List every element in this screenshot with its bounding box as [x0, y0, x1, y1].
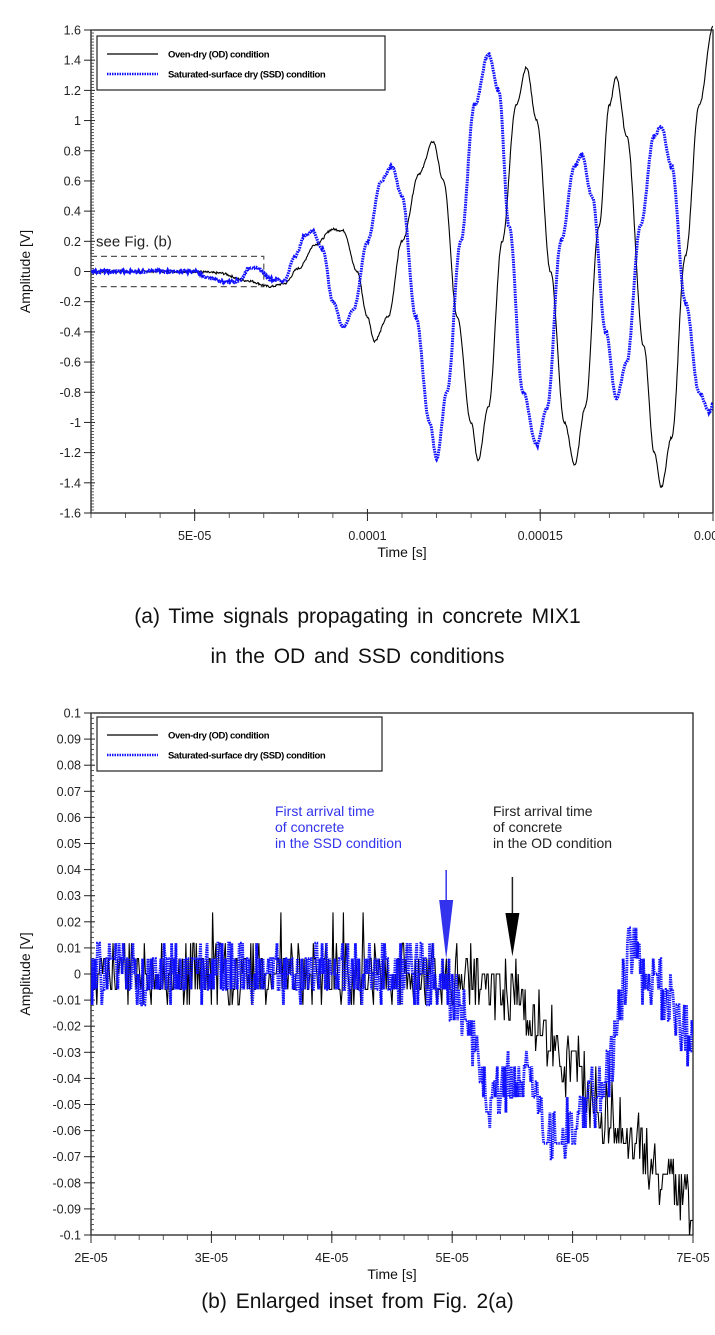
- arrow-od-head: [505, 913, 520, 957]
- inset-label: see Fig. (b): [96, 233, 172, 250]
- y-tick-label: -1: [70, 416, 81, 430]
- x-tick-label: 5E-05: [436, 1251, 469, 1265]
- arrow-ssd-head: [439, 900, 454, 959]
- y-tick-label: 1: [74, 114, 81, 128]
- y-tick-label: -0.1: [59, 1229, 81, 1243]
- y-tick-label: -0.8: [59, 386, 81, 400]
- y-tick-label: 0.03: [57, 889, 81, 903]
- y-tick-label: 1.6: [64, 24, 81, 38]
- y-tick-label: 0.01: [57, 941, 81, 955]
- series-ssd-line: [91, 51, 713, 463]
- x-tick-label: 5E-05: [178, 529, 211, 543]
- y-tick-label: -0.2: [59, 295, 81, 309]
- annotation-od-line: First arrival time: [493, 803, 593, 819]
- y-tick-label: 0.2: [64, 235, 81, 249]
- y-tick-label: -0.05: [53, 1098, 82, 1112]
- y-tick-label: -0.01: [53, 994, 82, 1008]
- y-tick-label: 0.6: [64, 174, 81, 188]
- y-tick-label: 1.4: [64, 54, 81, 68]
- annotation-ssd-line: First arrival time: [275, 803, 375, 819]
- y-tick-label: -0.6: [59, 356, 81, 370]
- caption-b: (b) Enlarged inset from Fig. 2(a): [201, 1290, 514, 1313]
- y-axis-title: Amplitude [V]: [17, 932, 33, 1015]
- legend-box: [96, 35, 386, 91]
- annotation-ssd-line: in the SSD condition: [275, 835, 402, 851]
- legend-box: [96, 716, 383, 772]
- caption-a-line1: (a) Time signals propagating in concrete…: [134, 605, 581, 628]
- annotation-ssd-line: of concrete: [275, 819, 344, 835]
- x-tick-label: 3E-05: [195, 1251, 228, 1265]
- annotation-od-line: of concrete: [493, 819, 562, 835]
- x-tick-label: 6E-05: [556, 1251, 589, 1265]
- y-tick-label: 0.1: [64, 707, 81, 721]
- y-tick-label: 0.08: [57, 759, 81, 773]
- y-tick-label: 1.2: [64, 84, 81, 98]
- x-tick-label: 0.0002: [694, 529, 715, 543]
- y-tick-label: 0: [74, 968, 81, 982]
- y-tick-label: -0.08: [53, 1176, 82, 1190]
- series-ssd-line: [91, 926, 693, 1161]
- caption-a-line2: in the OD and SSD conditions: [210, 645, 505, 668]
- x-tick-label: 0.00015: [518, 529, 563, 543]
- y-tick-label: 0: [74, 265, 81, 279]
- chart-b: 0.1 0.09 0.08 0.07 0.06 0.05 0.04 0.03 0.02 0.01 0…: [17, 707, 710, 1283]
- y-tick-label: -1.6: [59, 507, 81, 521]
- legend-label-od: Oven-dry (OD) condition: [168, 731, 270, 742]
- x-axis-title: Time [s]: [377, 544, 426, 560]
- y-tick-label: -0.06: [53, 1124, 82, 1138]
- y-tick-label: -0.03: [53, 1046, 82, 1060]
- x-tick-label: 0.0001: [348, 529, 386, 543]
- y-tick-label: -0.07: [53, 1150, 82, 1164]
- y-tick-label: -1.2: [59, 446, 81, 460]
- legend-label-ssd: Saturated-surface dry (SSD) condition: [168, 751, 326, 762]
- y-tick-label: 0.09: [57, 733, 81, 747]
- legend-label-ssd: Saturated-surface dry (SSD) condition: [168, 70, 326, 81]
- y-tick-label: 0.04: [57, 863, 81, 877]
- chart-a: 1.6 1.4 1.2 1 0.8 0.6 0.4 0.2 0 -0.2 -0.4 -0.6 -0.8 -…: [17, 24, 715, 561]
- annotation-od-line: in the OD condition: [493, 835, 612, 851]
- y-axis-title: Amplitude [V]: [17, 230, 33, 313]
- y-tick-label: 0.4: [64, 205, 81, 219]
- x-tick-label: 7E-05: [676, 1251, 709, 1265]
- y-tick-label: 0.06: [57, 811, 81, 825]
- y-tick-label: 0.07: [57, 785, 81, 799]
- x-tick-label: 2E-05: [74, 1251, 107, 1265]
- y-tick-label: -0.04: [53, 1072, 82, 1086]
- x-axis-title: Time [s]: [367, 1266, 416, 1282]
- y-tick-label: 0.05: [57, 837, 81, 851]
- y-tick-label: -0.02: [53, 1020, 82, 1034]
- y-tick-label: 0.8: [64, 144, 81, 158]
- y-tick-label: -0.4: [59, 325, 81, 339]
- y-tick-label: 0.02: [57, 915, 81, 929]
- y-tick-label: -0.09: [53, 1202, 82, 1216]
- legend-label-od: Oven-dry (OD) condition: [168, 50, 270, 61]
- x-tick-label: 4E-05: [315, 1251, 348, 1265]
- y-tick-label: -1.4: [59, 476, 81, 490]
